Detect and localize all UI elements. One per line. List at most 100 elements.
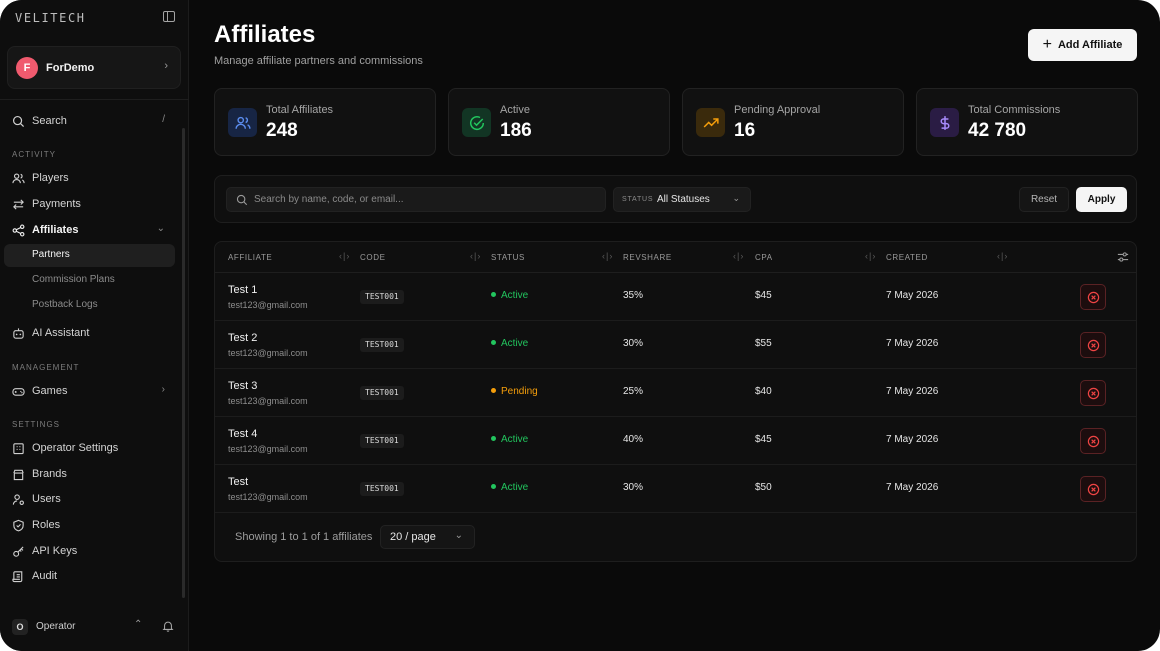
chevron-down-icon: ⌄ bbox=[454, 530, 463, 541]
delete-button[interactable] bbox=[1080, 284, 1106, 310]
sidebar-item-affiliates[interactable]: Affiliates ⌄ bbox=[4, 219, 175, 242]
sidebar-item-label: Users bbox=[32, 493, 61, 505]
section-label-activity: ACTIVITY bbox=[12, 150, 57, 159]
cpa-value: $45 bbox=[755, 290, 772, 301]
stat-card-active: Active 186 bbox=[448, 88, 670, 156]
chevron-up-icon[interactable]: ⌃ bbox=[134, 619, 143, 630]
search-input[interactable]: Search by name, code, or email... bbox=[226, 187, 606, 212]
affiliate-email: test123@gmail.com bbox=[228, 492, 308, 502]
status-select[interactable]: STATUS All Statuses ⌄ bbox=[613, 187, 751, 212]
column-resize-handle[interactable]: ‹|› bbox=[339, 251, 351, 261]
affiliate-email: test123@gmail.com bbox=[228, 396, 308, 406]
page-size-select[interactable]: 20 / page ⌄ bbox=[380, 525, 475, 549]
status-text: Pending bbox=[501, 386, 538, 397]
sidebar-item-users[interactable]: Users bbox=[4, 488, 175, 511]
sidebar-toggle-icon[interactable] bbox=[163, 11, 175, 22]
affiliate-name: Test 4 bbox=[228, 428, 258, 440]
x-circle-icon bbox=[1087, 339, 1099, 351]
affiliate-name: Test 3 bbox=[228, 380, 258, 392]
dollar-icon bbox=[940, 115, 949, 130]
affiliate-name: Test 1 bbox=[228, 284, 258, 296]
column-header-code[interactable]: CODE bbox=[360, 253, 386, 262]
bot-icon bbox=[13, 328, 24, 339]
sidebar-item-games[interactable]: Games › bbox=[4, 380, 175, 403]
sidebar-item-ai-assistant[interactable]: AI Assistant bbox=[4, 322, 175, 345]
column-header-affiliate[interactable]: AFFILIATE bbox=[228, 253, 273, 262]
bell-icon[interactable] bbox=[162, 620, 174, 632]
revshare-value: 30% bbox=[623, 482, 644, 493]
sidebar-item-postback-logs[interactable]: Postback Logs bbox=[4, 294, 175, 317]
stat-icon-box bbox=[930, 108, 959, 137]
column-resize-handle[interactable]: ‹|› bbox=[470, 251, 482, 261]
created-date: 7 May 2026 bbox=[886, 338, 939, 349]
sidebar-search[interactable]: Search / bbox=[4, 110, 175, 133]
status-badge: Active bbox=[491, 482, 528, 493]
status-text: Active bbox=[501, 482, 529, 493]
stat-value: 16 bbox=[734, 120, 756, 141]
affiliate-code-badge: TEST001 bbox=[360, 434, 404, 448]
sidebar-scrollbar[interactable] bbox=[182, 128, 185, 598]
sidebar-item-operator-settings[interactable]: Operator Settings bbox=[4, 437, 175, 460]
status-text: Active bbox=[501, 434, 529, 445]
apply-button[interactable]: Apply bbox=[1076, 187, 1127, 212]
chevron-right-icon: › bbox=[161, 384, 165, 395]
trending-up-icon bbox=[703, 117, 719, 128]
stat-icon-box bbox=[462, 108, 491, 137]
column-resize-handle[interactable]: ‹|› bbox=[865, 251, 877, 261]
delete-button[interactable] bbox=[1080, 380, 1106, 406]
sidebar-item-payments[interactable]: Payments bbox=[4, 193, 175, 216]
table-row[interactable]: Test 1 test123@gmail.com TEST001 Active 35% $… bbox=[215, 273, 1136, 321]
reset-button[interactable]: Reset bbox=[1019, 187, 1069, 212]
shield-icon bbox=[13, 519, 24, 532]
table-row[interactable]: Test test123@gmail.com TEST001 Active 30% $50… bbox=[215, 465, 1136, 513]
table-row[interactable]: Test 4 test123@gmail.com TEST001 Active 40% $… bbox=[215, 417, 1136, 465]
page-title: Affiliates bbox=[214, 21, 316, 48]
delete-button[interactable] bbox=[1080, 476, 1106, 502]
sidebar-item-label: Affiliates bbox=[32, 224, 79, 236]
cpa-value: $45 bbox=[755, 434, 772, 445]
sidebar-item-label: Players bbox=[32, 172, 69, 184]
stat-label: Active bbox=[500, 104, 530, 116]
column-header-revshare[interactable]: REVSHARE bbox=[623, 253, 672, 262]
sidebar-item-players[interactable]: Players bbox=[4, 167, 175, 190]
column-header-cpa[interactable]: CPA bbox=[755, 253, 773, 262]
column-settings-icon[interactable] bbox=[1117, 251, 1129, 263]
operator-account[interactable]: O Operator ⌃ bbox=[12, 618, 182, 636]
x-circle-icon bbox=[1087, 483, 1099, 495]
chevron-down-icon: ⌄ bbox=[732, 193, 740, 203]
affiliate-code-badge: TEST001 bbox=[360, 482, 404, 496]
sidebar-item-roles[interactable]: Roles bbox=[4, 514, 175, 537]
pagination-summary: Showing 1 to 1 of 1 affiliates bbox=[235, 531, 373, 543]
table-row[interactable]: Test 3 test123@gmail.com TEST001 Pending 25%… bbox=[215, 369, 1136, 417]
stat-value: 186 bbox=[500, 120, 532, 141]
sidebar-item-label: Operator Settings bbox=[32, 442, 119, 454]
sidebar-item-api-keys[interactable]: API Keys bbox=[4, 540, 175, 563]
delete-button[interactable] bbox=[1080, 428, 1106, 454]
org-switcher[interactable]: F ForDemo › bbox=[7, 46, 181, 89]
sidebar-item-brands[interactable]: Brands bbox=[4, 463, 175, 486]
search-icon bbox=[236, 194, 248, 206]
sidebar-item-commission-plans[interactable]: Commission Plans bbox=[4, 269, 175, 292]
page-size-value: 20 / page bbox=[390, 531, 436, 543]
stat-value: 248 bbox=[266, 120, 298, 141]
key-icon bbox=[13, 546, 24, 557]
column-resize-handle[interactable]: ‹|› bbox=[733, 251, 745, 261]
add-affiliate-label: Add Affiliate bbox=[1057, 39, 1123, 51]
stat-value: 42 780 bbox=[968, 120, 1027, 141]
status-badge: Active bbox=[491, 338, 528, 349]
column-header-status[interactable]: STATUS bbox=[491, 253, 525, 262]
column-resize-handle[interactable]: ‹|› bbox=[602, 251, 614, 261]
table-header: AFFILIATE ‹|› CODE ‹|› STATUS ‹|› REVSHA… bbox=[215, 242, 1136, 273]
sidebar-item-partners[interactable]: Partners bbox=[4, 244, 175, 267]
arrows-icon bbox=[13, 199, 24, 210]
delete-button[interactable] bbox=[1080, 332, 1106, 358]
table-row[interactable]: Test 2 test123@gmail.com TEST001 Active 30% $… bbox=[215, 321, 1136, 369]
brand-logo: VELITECH bbox=[15, 11, 86, 25]
affiliate-email: test123@gmail.com bbox=[228, 444, 308, 454]
sidebar-item-label: API Keys bbox=[32, 545, 78, 557]
sidebar-item-audit[interactable]: Audit bbox=[4, 565, 175, 588]
column-header-created[interactable]: CREATED bbox=[886, 253, 928, 262]
add-affiliate-button[interactable]: + Add Affiliate bbox=[1028, 29, 1137, 61]
column-resize-handle[interactable]: ‹|› bbox=[997, 251, 1009, 261]
status-select-key: STATUS bbox=[622, 196, 654, 203]
